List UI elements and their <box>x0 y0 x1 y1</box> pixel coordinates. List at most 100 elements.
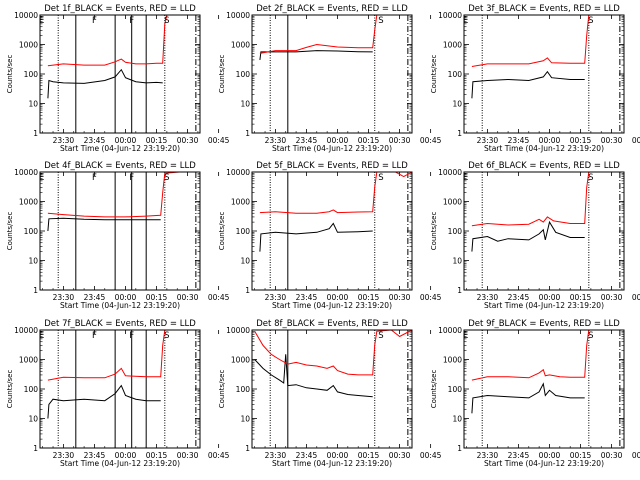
y-tick-label: 10000 <box>14 168 38 177</box>
x-tick-label: 00:45 <box>632 293 640 302</box>
x-tick-label: 00:30 <box>177 451 199 460</box>
series-events <box>254 354 373 398</box>
x-tick-label: 00:30 <box>601 293 623 302</box>
marker-label: E <box>463 16 468 26</box>
plot-frame <box>463 171 625 291</box>
x-tick-label: 00:30 <box>601 451 623 460</box>
series-events <box>47 384 161 419</box>
x-tick-label: 23:45 <box>296 451 318 460</box>
panel-1f: Det 1f_BLACK = Events, RED = LLD Counts/s… <box>6 4 230 153</box>
x-axis-label: Start Time (04-Jun-12 23:19:20) <box>484 301 604 310</box>
x-tick-label: 00:30 <box>177 136 199 145</box>
y-tick-label: 10000 <box>14 11 38 20</box>
x-tick-label: 00:45 <box>208 136 230 145</box>
y-tick-label: 10000 <box>14 326 38 335</box>
y-tick-label: 100 <box>236 385 251 394</box>
panel-6f: Det 6f_BLACK = Events, RED = LLD Counts/s… <box>430 161 640 310</box>
y-tick-label: 100 <box>24 385 39 394</box>
y-tick-label: 100 <box>236 70 251 79</box>
y-tick-label: 1000 <box>19 198 38 207</box>
x-tick-label: 23:45 <box>296 136 318 145</box>
y-tick-label: 10 <box>28 257 38 266</box>
x-axis-label: Start Time (04-Jun-12 23:19:20) <box>484 144 604 153</box>
y-tick-label: 10000 <box>226 326 250 335</box>
x-tick-label: 00:15 <box>358 136 380 145</box>
x-tick-label: 23:30 <box>477 136 499 145</box>
y-axis-label: Counts/sec <box>6 55 14 94</box>
plot-frame <box>463 14 625 134</box>
y-tick-label: 10 <box>28 100 38 109</box>
marker-label: S <box>378 16 383 26</box>
x-tick-label: 23:30 <box>265 293 287 302</box>
y-tick-label: 1 <box>245 444 250 453</box>
x-tick-label: 00:45 <box>632 136 640 145</box>
x-tick-label: 00:30 <box>389 293 411 302</box>
y-tick-label: 10 <box>452 100 462 109</box>
y-axis-label: Counts/sec <box>430 212 438 251</box>
x-tick-label: 00:15 <box>570 293 592 302</box>
panel-5f: Det 5f_BLACK = Events, RED = LLD Counts/s… <box>218 161 442 310</box>
panel-title: Det 2f_BLACK = Events, RED = LLD <box>256 4 408 14</box>
x-tick-label: 23:45 <box>84 451 106 460</box>
y-tick-label: 10 <box>240 257 250 266</box>
x-tick-label: 00:15 <box>570 451 592 460</box>
series-lld <box>47 14 200 67</box>
y-tick-label: 100 <box>448 385 463 394</box>
y-axis-label: Counts/sec <box>430 370 438 409</box>
marker-label: F <box>129 16 134 26</box>
y-tick-label: 1 <box>457 129 462 138</box>
x-axis-label: Start Time (04-Jun-12 23:19:20) <box>60 144 180 153</box>
y-tick-label: 10 <box>240 100 250 109</box>
x-tick-label: 00:15 <box>146 451 168 460</box>
plot-frame <box>251 171 413 291</box>
series-events <box>47 217 161 232</box>
y-tick-label: 1 <box>33 444 38 453</box>
y-tick-label: 100 <box>448 227 463 236</box>
panel-7f: Det 7f_BLACK = Events, RED = LLD Counts/s… <box>6 319 230 468</box>
x-tick-label: 23:45 <box>84 136 106 145</box>
y-tick-label: 10 <box>452 257 462 266</box>
y-tick-label: 100 <box>24 70 39 79</box>
marker-label: S <box>164 16 169 26</box>
series-events <box>471 220 585 252</box>
y-axis-label: Counts/sec <box>6 370 14 409</box>
x-tick-label: 23:30 <box>265 136 287 145</box>
series-events <box>259 50 373 60</box>
y-tick-label: 1000 <box>19 41 38 50</box>
y-tick-label: 1 <box>33 129 38 138</box>
series-events <box>47 68 163 99</box>
panel-title: Det 9f_BLACK = Events, RED = LLD <box>468 319 620 329</box>
marker-label: S <box>588 16 593 26</box>
x-tick-label: 23:30 <box>477 451 499 460</box>
y-axis-label: Counts/sec <box>430 55 438 94</box>
marker-label: E <box>39 16 44 26</box>
plot-frame <box>39 329 201 449</box>
x-tick-label: 00:45 <box>420 293 442 302</box>
y-tick-label: 100 <box>448 70 463 79</box>
y-tick-label: 100 <box>24 227 39 236</box>
y-tick-label: 1 <box>33 286 38 295</box>
x-tick-label: 23:45 <box>84 293 106 302</box>
y-tick-label: 10000 <box>226 168 250 177</box>
series-events <box>471 70 585 99</box>
panel-title: Det 8f_BLACK = Events, RED = LLD <box>256 319 408 329</box>
series-lld <box>254 329 413 376</box>
marker-label: E <box>463 331 468 341</box>
x-tick-label: 00:00 <box>115 293 137 302</box>
y-axis-label: Counts/sec <box>218 55 226 94</box>
x-axis-label: Start Time (04-Jun-12 23:19:20) <box>272 144 392 153</box>
marker-label: F <box>129 331 134 341</box>
y-tick-label: 1000 <box>443 198 462 207</box>
marker-label: E <box>463 173 468 183</box>
x-tick-label: 00:30 <box>389 136 411 145</box>
y-tick-label: 10 <box>452 415 462 424</box>
plot-frame <box>251 14 413 134</box>
marker-label: E <box>39 331 44 341</box>
plot-frame <box>39 171 201 291</box>
plot-frame <box>251 329 413 449</box>
x-tick-label: 00:45 <box>208 451 230 460</box>
x-tick-label: 00:00 <box>327 293 349 302</box>
x-tick-label: 00:30 <box>389 451 411 460</box>
y-tick-label: 1 <box>457 444 462 453</box>
x-tick-label: 00:15 <box>358 451 380 460</box>
